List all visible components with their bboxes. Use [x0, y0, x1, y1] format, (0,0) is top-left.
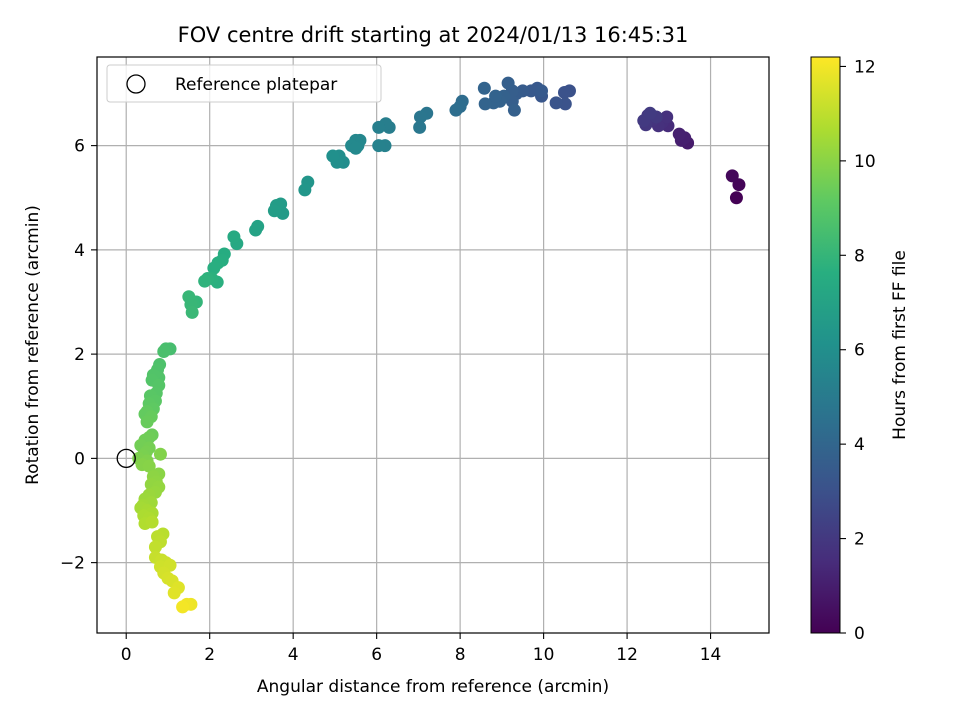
- data-point: [732, 178, 746, 192]
- data-point: [182, 290, 196, 304]
- data-point: [267, 204, 281, 218]
- data-point: [549, 96, 563, 110]
- colorbar-tick-label: 12: [854, 57, 876, 77]
- colorbar-label: Hours from first FF file: [890, 250, 910, 440]
- data-point: [140, 415, 154, 429]
- data-point: [660, 110, 674, 124]
- colorbar: 0 2 4 6 8 10 12 Hours from first FF file: [810, 56, 910, 644]
- legend-open-circle-icon: [126, 74, 146, 94]
- reference-platepar-marker: [116, 448, 136, 469]
- data-point: [349, 141, 363, 155]
- colorbar-tick-label: 2: [854, 530, 865, 550]
- data-point: [478, 97, 492, 111]
- colorbar-tick-label: 0: [854, 624, 865, 644]
- chart-title: FOV centre drift starting at 2024/01/13 …: [178, 23, 689, 47]
- data-point: [185, 305, 199, 319]
- data-point: [207, 261, 221, 275]
- data-point: [535, 84, 549, 98]
- data-point: [198, 274, 212, 288]
- colorbar-gradient: [810, 56, 841, 634]
- y-tick-label: 2: [74, 345, 85, 365]
- data-point: [153, 447, 167, 461]
- legend-label: Reference platepar: [175, 75, 337, 95]
- x-tick-label: 12: [616, 645, 638, 665]
- data-point: [489, 89, 503, 103]
- x-tick-label: 10: [533, 645, 555, 665]
- x-tick-label: 2: [204, 645, 215, 665]
- data-point: [249, 223, 263, 237]
- x-tick-label: 6: [371, 645, 382, 665]
- data-point: [145, 515, 159, 529]
- x-axis-label: Angular distance from reference (arcmin): [257, 677, 609, 697]
- data-point: [227, 230, 241, 244]
- y-tick-label: −2: [60, 554, 85, 574]
- data-point: [557, 85, 571, 99]
- y-axis-ticks: −2 0 2 4 6: [60, 137, 97, 574]
- legend-box: [106, 64, 382, 103]
- data-point: [176, 600, 190, 614]
- y-axis-label: Rotation from reference (arcmin): [23, 205, 43, 485]
- data-point: [157, 345, 171, 359]
- x-tick-label: 8: [455, 645, 466, 665]
- scatter-points: [132, 76, 746, 614]
- data-point: [725, 169, 739, 183]
- data-point: [372, 139, 386, 153]
- data-point: [148, 540, 162, 554]
- x-tick-label: 14: [700, 645, 722, 665]
- x-tick-label: 0: [121, 645, 132, 665]
- data-point: [643, 106, 657, 120]
- y-tick-label: 0: [74, 449, 85, 469]
- y-tick-label: 6: [74, 137, 85, 157]
- data-point: [413, 120, 427, 134]
- data-point: [298, 183, 312, 197]
- data-point: [501, 76, 515, 90]
- data-point: [672, 127, 686, 141]
- data-point: [729, 191, 743, 205]
- colorbar-tick-label: 10: [854, 152, 876, 172]
- data-point: [477, 81, 491, 95]
- y-tick-label: 4: [74, 241, 85, 261]
- data-point: [449, 103, 463, 117]
- data-point: [142, 459, 156, 473]
- grid: [97, 57, 769, 633]
- plot-frame: [96, 56, 770, 634]
- x-axis-ticks: 0 2 4 6 8 10 12 14: [121, 633, 722, 665]
- data-point: [372, 120, 386, 134]
- legend: Reference platepar: [106, 64, 382, 103]
- data-point: [167, 586, 181, 600]
- colorbar-tick-label: 4: [854, 435, 865, 455]
- data-point: [507, 103, 521, 117]
- x-tick-label: 4: [288, 645, 299, 665]
- colorbar-tick-label: 8: [854, 246, 865, 266]
- colorbar-tick-label: 6: [854, 341, 865, 361]
- data-point: [326, 149, 340, 163]
- data-point: [413, 110, 427, 124]
- colorbar-ticks: 0 2 4 6 8 10 12: [840, 57, 876, 644]
